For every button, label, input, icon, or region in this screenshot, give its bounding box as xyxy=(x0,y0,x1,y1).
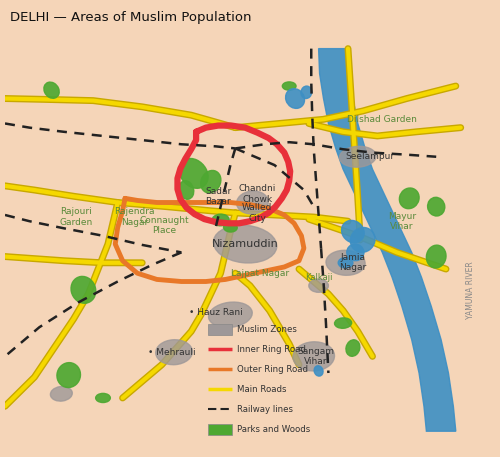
Ellipse shape xyxy=(346,340,360,356)
Ellipse shape xyxy=(156,340,192,365)
Ellipse shape xyxy=(286,89,304,108)
Polygon shape xyxy=(318,48,456,431)
Ellipse shape xyxy=(71,276,96,303)
Ellipse shape xyxy=(57,362,80,388)
Ellipse shape xyxy=(350,228,375,252)
Ellipse shape xyxy=(212,214,229,226)
Ellipse shape xyxy=(340,146,376,167)
Text: Rajouri
Garden: Rajouri Garden xyxy=(60,207,92,227)
Ellipse shape xyxy=(208,302,252,328)
Text: Mayur
Vihar: Mayur Vihar xyxy=(388,212,416,231)
Ellipse shape xyxy=(214,225,277,263)
Ellipse shape xyxy=(282,82,296,90)
Ellipse shape xyxy=(334,318,351,328)
Text: Chandni
Chowk: Chandni Chowk xyxy=(238,185,276,204)
Text: Lajpat Nagar: Lajpat Nagar xyxy=(230,269,289,278)
Text: Dilshad Garden: Dilshad Garden xyxy=(348,115,417,124)
Bar xyxy=(208,424,232,435)
Text: Sangam
Vihar: Sangam Vihar xyxy=(298,347,335,366)
Ellipse shape xyxy=(347,244,364,260)
Ellipse shape xyxy=(342,220,364,243)
Text: Jamia
Nagar: Jamia Nagar xyxy=(340,253,366,272)
Ellipse shape xyxy=(301,86,312,99)
Text: YAMUNA RIVER: YAMUNA RIVER xyxy=(466,261,475,319)
Ellipse shape xyxy=(400,188,419,209)
Ellipse shape xyxy=(326,250,365,275)
Text: Railway lines: Railway lines xyxy=(237,405,293,414)
Ellipse shape xyxy=(50,387,72,401)
Text: Seelampur: Seelampur xyxy=(346,152,395,161)
Text: Nizamuddin: Nizamuddin xyxy=(212,239,278,249)
Text: DELHI — Areas of Muslim Population: DELHI — Areas of Muslim Population xyxy=(10,11,252,24)
Text: • Hauz Rani: • Hauz Rani xyxy=(189,308,242,317)
Ellipse shape xyxy=(44,82,59,98)
Text: Muslim Zones: Muslim Zones xyxy=(237,325,296,334)
Text: Kalkaji: Kalkaji xyxy=(305,273,332,282)
Text: Parks and Woods: Parks and Woods xyxy=(237,425,310,434)
Ellipse shape xyxy=(179,181,194,199)
Ellipse shape xyxy=(200,170,221,193)
Text: Main Roads: Main Roads xyxy=(237,385,286,394)
Ellipse shape xyxy=(428,197,445,216)
Ellipse shape xyxy=(236,191,268,214)
Text: Rajendra
Nagar: Rajendra Nagar xyxy=(114,207,155,227)
Text: Inner Ring Road: Inner Ring Road xyxy=(237,345,306,354)
Ellipse shape xyxy=(314,366,323,376)
Text: • Mehrauli: • Mehrauli xyxy=(148,348,196,357)
Text: Outer Ring Road: Outer Ring Road xyxy=(237,365,308,374)
Ellipse shape xyxy=(224,223,237,232)
Ellipse shape xyxy=(426,245,446,268)
Text: Connaught
Place: Connaught Place xyxy=(140,216,189,235)
Bar xyxy=(208,324,232,335)
Text: Sadar
Bazar: Sadar Bazar xyxy=(205,186,232,206)
Ellipse shape xyxy=(338,258,353,268)
Ellipse shape xyxy=(293,342,335,371)
Ellipse shape xyxy=(309,279,328,292)
Ellipse shape xyxy=(179,159,208,188)
Ellipse shape xyxy=(96,393,110,403)
Text: Walled
City: Walled City xyxy=(242,203,272,223)
